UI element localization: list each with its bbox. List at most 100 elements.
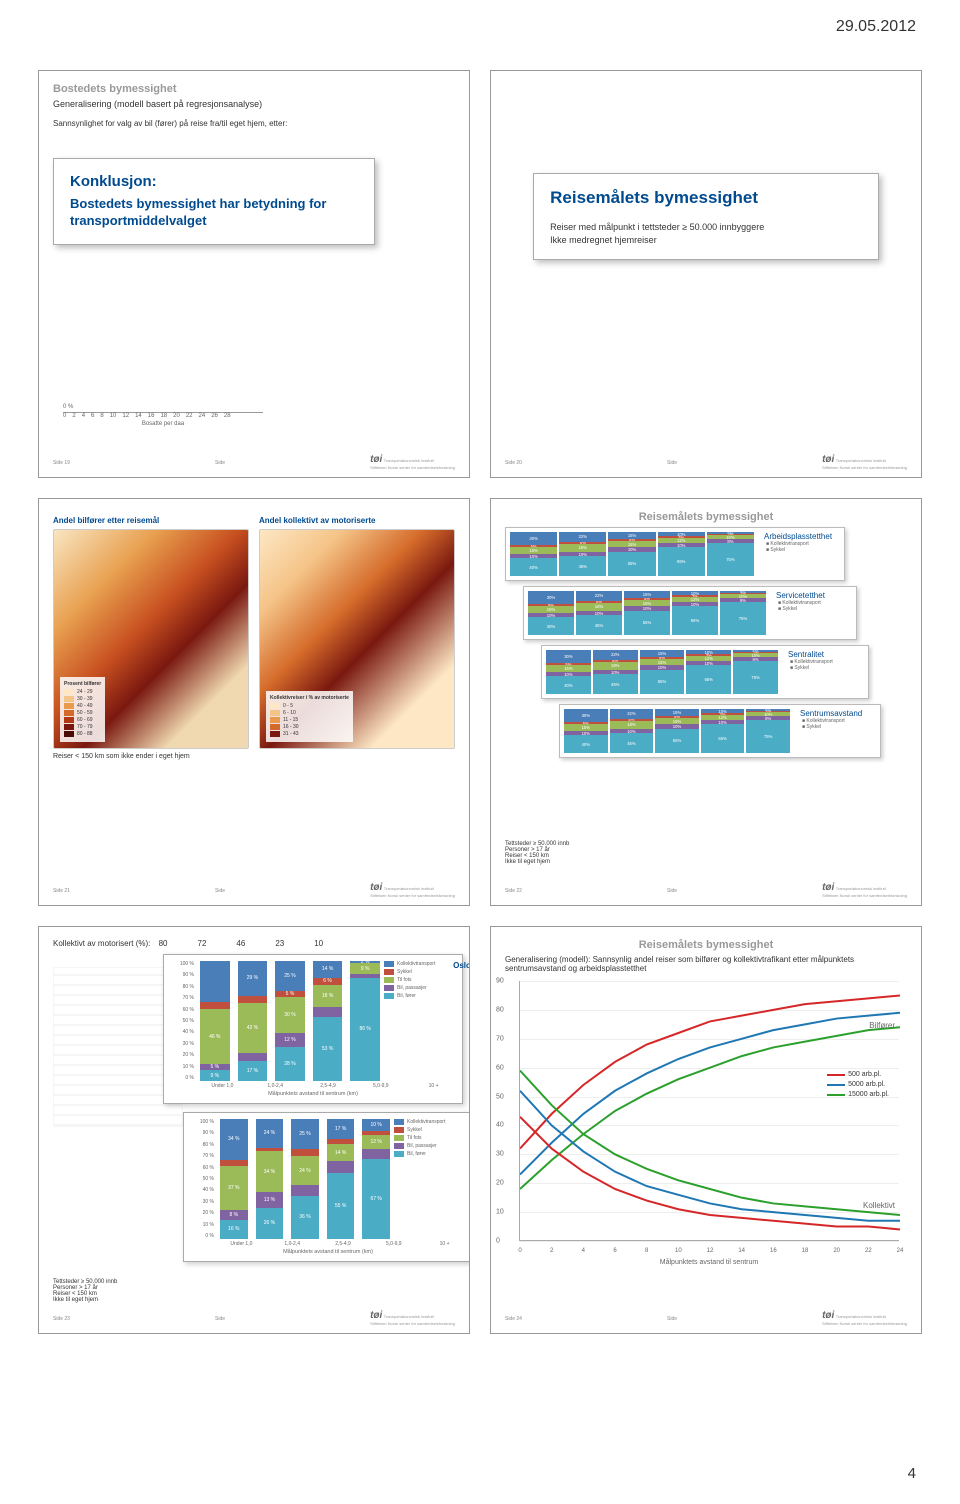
map-row: Andel bilfører etter reisemål Prosent bi…	[53, 517, 455, 749]
legend-label: 70 - 79	[77, 724, 93, 730]
bar-segment: 25 %	[275, 961, 305, 991]
x-tick: 24	[199, 413, 206, 419]
x-tick: 0	[63, 413, 66, 419]
series-line	[520, 1027, 900, 1189]
stacked-bar: 40%10%15%5%30%	[546, 650, 591, 694]
legend-label: 31 - 43	[283, 731, 299, 737]
bar-segment: 53 %	[313, 1017, 343, 1081]
slide-footer: Side 22 Side tøi Transportøkonomisk inst…	[505, 882, 907, 899]
bar-segment: 6 %	[313, 978, 343, 985]
x-ticks-row: 0246810121416182022242628	[63, 413, 263, 419]
mini-chart-block: 40%10%15%5%30%45%10%18%5%22%55%10%15%5%1…	[523, 586, 857, 640]
stacked-bar: 75%8%10%2%5%	[746, 709, 790, 753]
bar-segment: 22%	[576, 591, 622, 601]
legend-swatch	[270, 731, 280, 737]
slide-23: Kollektivt av motorisert (%): 8072462310…	[38, 926, 470, 1334]
x-tick: 8	[100, 413, 103, 419]
legend-swatch	[270, 717, 280, 723]
legend-row: 5000 arb.pl.	[827, 1081, 889, 1088]
footer-page-l: Side 19	[53, 460, 70, 466]
x-tick: 10	[675, 1248, 682, 1254]
legend-swatch	[64, 724, 74, 730]
mini-chart-block: 40%10%15%5%30%45%10%18%5%22%55%10%15%5%1…	[541, 645, 869, 699]
legend-item: ■ Sykkel	[790, 665, 864, 671]
x-tick: 28	[224, 413, 231, 419]
bar-segment: 30%	[528, 591, 574, 604]
stacked-bar: 26 %13 %34 %24 %	[256, 1119, 284, 1239]
top-row: Kollektivt av motorisert (%): 8072462310	[53, 939, 455, 948]
slide-note: Tettsteder ≥ 50.000 innb Personer > 17 å…	[53, 1279, 163, 1303]
choropleth-map: Prosent bilfører 24 - 2930 - 3940 - 4950…	[53, 529, 249, 749]
x-title: Målpunktets avstand til sentrum (km)	[170, 1091, 456, 1097]
toi-sub: Transportøkonomisk instituttStiftelsen N…	[370, 458, 455, 470]
bar-segment: 65%	[672, 606, 718, 635]
slide-footer: Side 24 Side tøi Transportøkonomisk inst…	[505, 1310, 907, 1327]
bar-segment: 26 %	[256, 1208, 284, 1239]
legend-label: 0 - 5	[283, 703, 293, 709]
top-numbers: 8072462310	[159, 939, 324, 948]
bar-segment: 9 %	[200, 1070, 230, 1081]
x-tick: 20	[173, 413, 180, 419]
legend-row: 6 - 10	[270, 710, 349, 716]
bar-segment: 14 %	[313, 961, 343, 978]
toi-logo: tøi	[822, 454, 834, 465]
mini-chart-block: 40%10%15%5%30%45%10%18%5%22%55%10%15%5%1…	[505, 527, 845, 581]
x-tick: 10	[110, 413, 117, 419]
legend-label: 60 - 69	[77, 717, 93, 723]
legend-row: 30 - 39	[64, 696, 101, 702]
bar-segment: 29 %	[238, 961, 268, 996]
bar-segment: 45%	[610, 733, 654, 753]
bar-segment: 15%	[655, 709, 699, 716]
footer-page-m: Side	[215, 1316, 225, 1322]
map-legend: Kollektivreiser i % av motoriserte 0 - 5…	[266, 691, 353, 742]
bar-segment: 55%	[655, 729, 699, 753]
oslo-label: Oslo tettsted	[453, 961, 470, 970]
stacked-bar: 55 %14 %17 %	[327, 1119, 355, 1239]
footer-page-l: Side 22	[505, 888, 522, 894]
bar-segment: 86 %	[350, 978, 380, 1081]
toi-logo: tøi	[370, 454, 382, 465]
toi-sub: Transportøkonomisk instituttStiftelsen N…	[822, 1314, 907, 1326]
mini-chart-title: Sentralitet	[788, 650, 864, 659]
bar-segment: 13 %	[256, 1192, 284, 1208]
legend-row: 16 - 30	[270, 724, 349, 730]
map-legend: Prosent bilfører 24 - 2930 - 3940 - 4950…	[60, 677, 105, 742]
x-axis-label: Bosatte per daa	[63, 421, 263, 427]
bar-segment: 75%	[720, 602, 766, 635]
bar-segment: 17 %	[238, 1061, 268, 1081]
bar-segment: 40%	[528, 617, 574, 635]
y-tick: 80	[496, 1006, 504, 1013]
bar-segment: 22%	[610, 709, 654, 719]
x-tick: 2	[550, 1248, 553, 1254]
top-num: 10	[314, 939, 323, 948]
slide-footer: Side 19 Side tøi Transportøkonomisk inst…	[53, 454, 455, 471]
bar-segment: 15%	[564, 724, 608, 731]
mini-chart-title: Servicetetthet	[776, 591, 852, 600]
footer-page-m: Side	[667, 460, 677, 466]
legend-row: 50 - 59	[64, 710, 101, 716]
stacked-bar: 75%8%10%2%5%	[707, 532, 754, 576]
bar-segment: 37 %	[220, 1166, 248, 1210]
x-tick: 2	[72, 413, 75, 419]
legend-swatch	[64, 710, 74, 716]
legend-row: 80 - 88	[64, 731, 101, 737]
footer-page-m: Side	[667, 888, 677, 894]
stacked-bar: 55%10%15%5%15%	[624, 591, 670, 635]
footer-page-l: Side 23	[53, 1316, 70, 1322]
stacked-bar: 16 %8 %37 %34 %	[220, 1119, 248, 1239]
stacked-bar: 65%10%12%3%10%	[658, 532, 705, 576]
bar-segment: 18%	[559, 544, 606, 552]
y-tick: 60	[496, 1064, 504, 1071]
axis-stub: 0 % 0246810121416182022242628 Bosatte pe…	[63, 404, 263, 427]
bar-segment	[238, 1053, 268, 1060]
map-panel-right: Andel kollektivt av motoriserte Kollekti…	[259, 517, 455, 749]
bar-segment: 16 %	[220, 1220, 248, 1239]
bar-segment: 18 %	[313, 985, 343, 1007]
x-tick: 12	[122, 413, 129, 419]
legend-label: 24 - 29	[77, 689, 93, 695]
stacked-bar: 65%10%12%3%10%	[686, 650, 731, 694]
stacked-bar: 45%10%18%5%22%	[610, 709, 654, 753]
callout-text: Bostedets bymessighet har betydning for …	[70, 196, 358, 230]
stacked-bar: 9 %5 %46 %	[200, 961, 230, 1081]
bar-segment: 15%	[640, 659, 685, 666]
